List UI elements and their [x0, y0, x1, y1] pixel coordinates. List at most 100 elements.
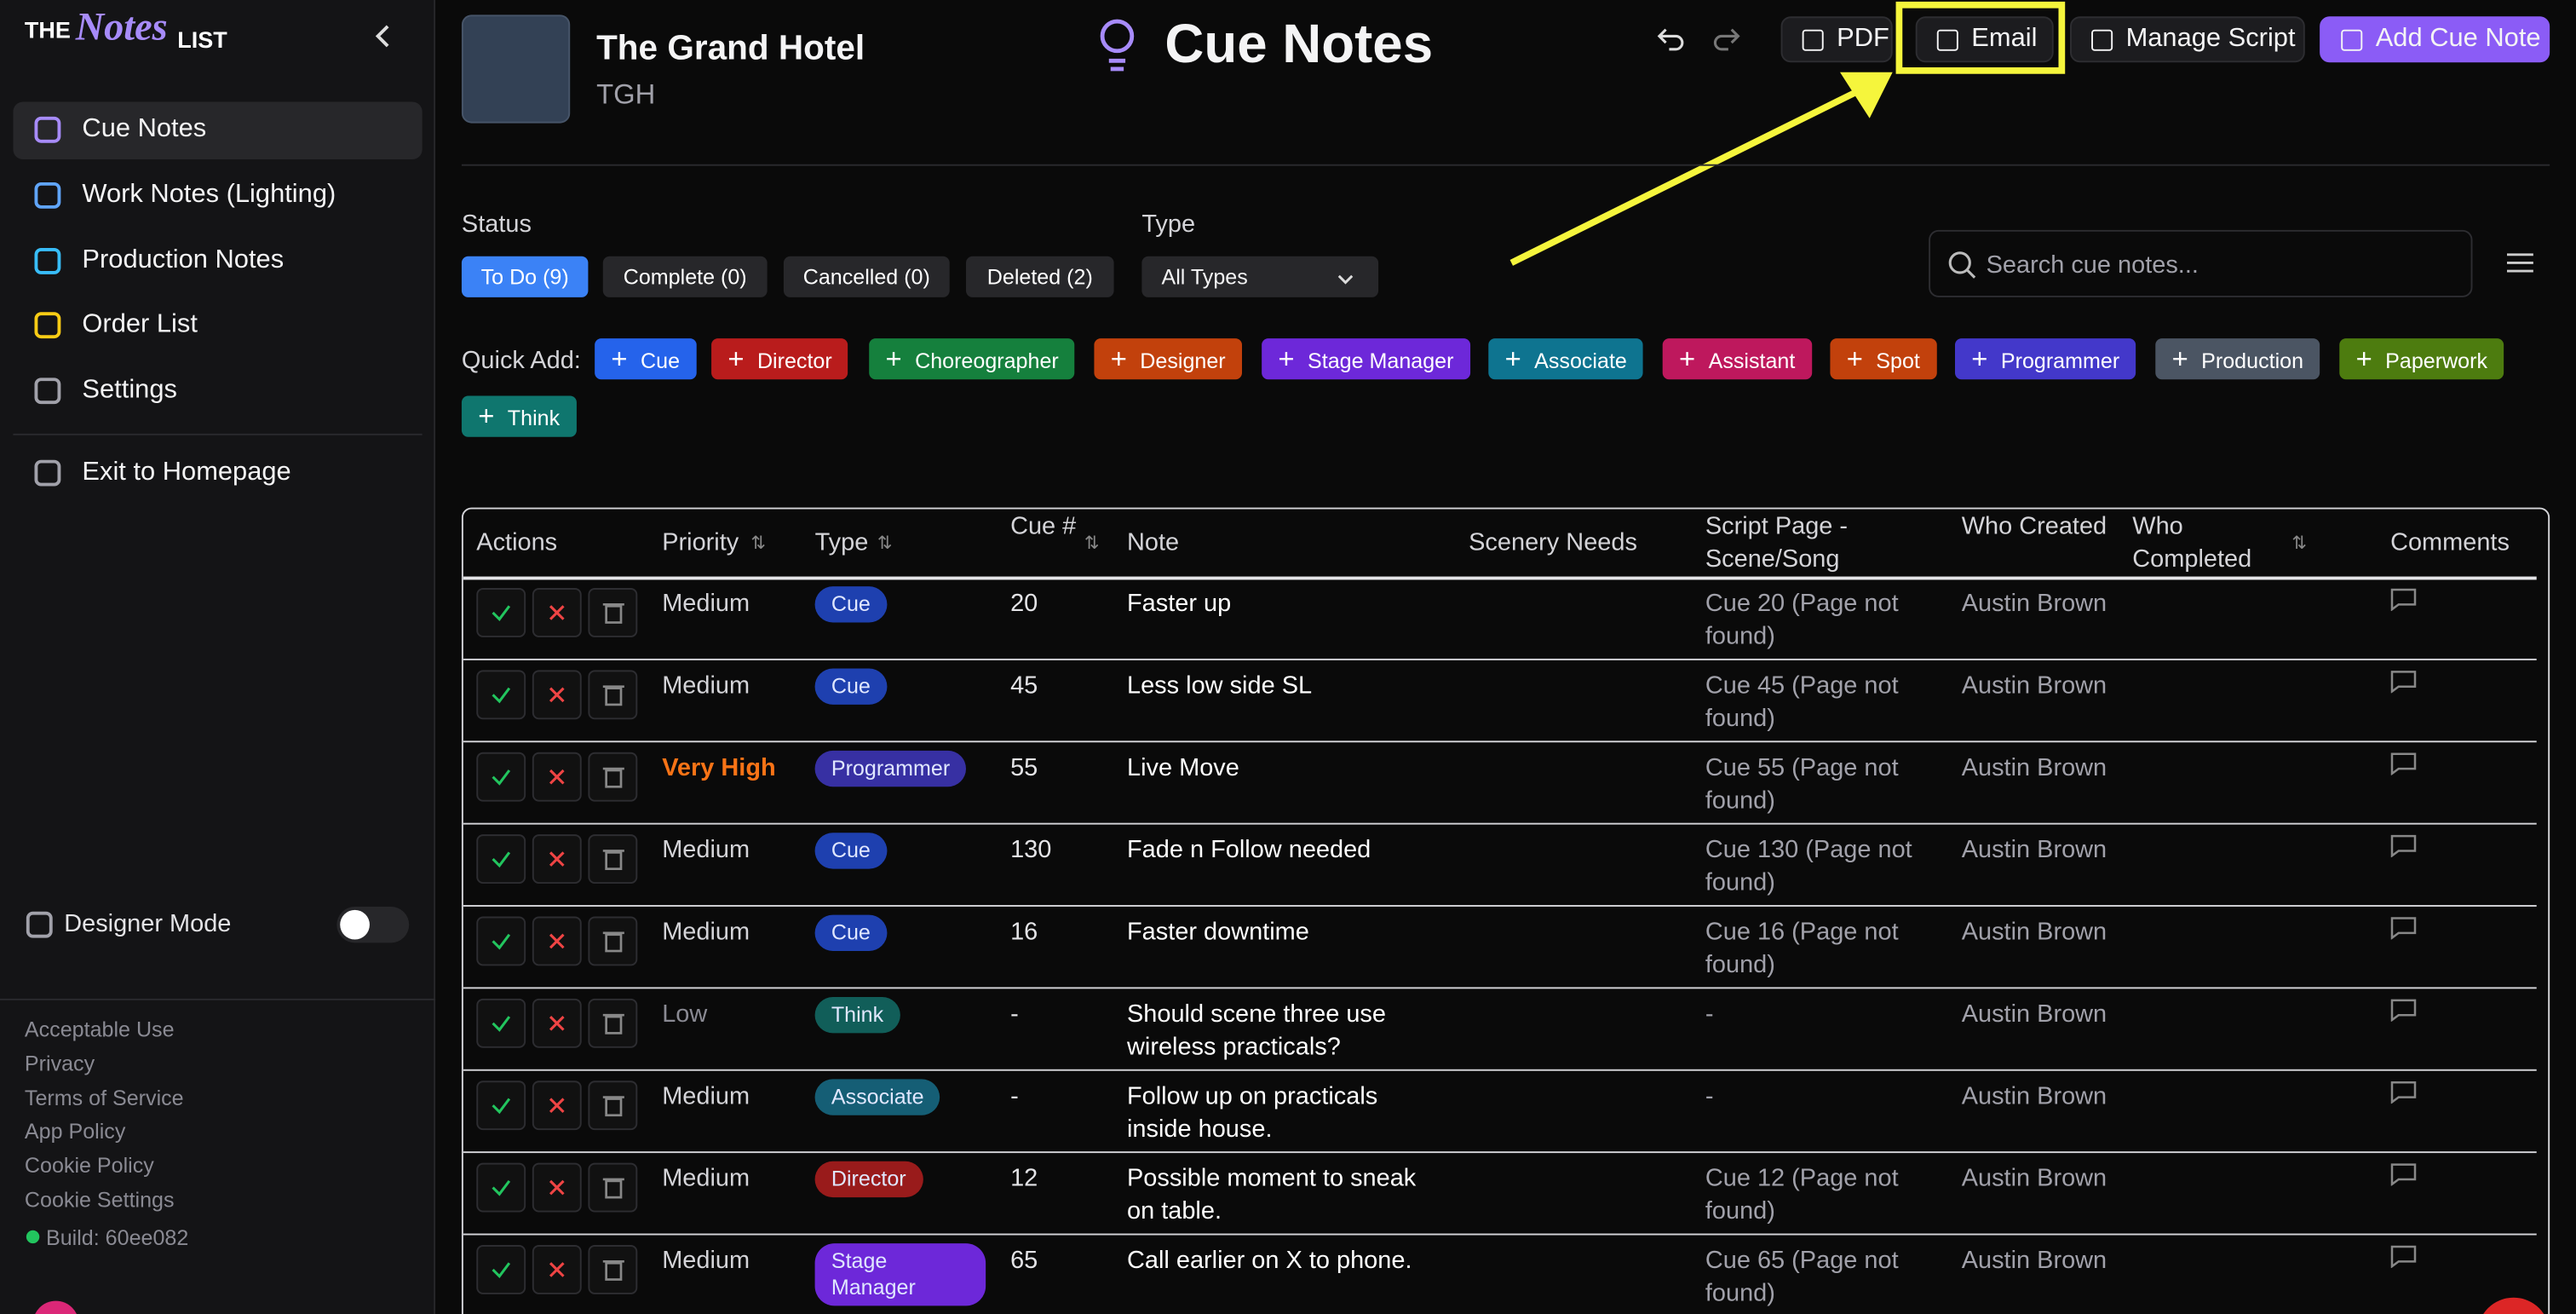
delete-button[interactable]	[588, 998, 638, 1048]
filter-settings[interactable]	[2505, 250, 2535, 276]
sort-icon: ⇅	[750, 533, 767, 554]
nav-item[interactable]: Cue Notes	[13, 101, 423, 159]
quick-add-button[interactable]: + Spot	[1830, 338, 1937, 380]
cancel-button[interactable]	[532, 752, 582, 802]
complete-button[interactable]	[476, 1162, 526, 1213]
quick-add-button[interactable]: + Paperwork	[2339, 338, 2504, 380]
complete-button[interactable]	[476, 1081, 526, 1131]
comment-button[interactable]	[2390, 588, 2417, 612]
quick-add-button[interactable]: + Think	[461, 395, 577, 437]
complete-button[interactable]	[476, 670, 526, 720]
comment-button[interactable]	[2390, 670, 2417, 694]
type-select[interactable]: All Types	[1141, 256, 1379, 297]
delete-button[interactable]	[588, 834, 638, 884]
note: Follow up on practicals inside house.	[1126, 1082, 1378, 1144]
search-input[interactable]: Search cue notes...	[1929, 229, 2473, 297]
header-button[interactable]: Email	[1915, 16, 2054, 63]
header-button[interactable]: Add Cue Note	[2320, 16, 2550, 63]
delete-button[interactable]	[588, 1245, 638, 1294]
complete-button[interactable]	[476, 588, 526, 637]
logo-list: LIST	[177, 26, 227, 53]
complete-button[interactable]	[476, 998, 526, 1048]
footer-link[interactable]: Privacy	[24, 1051, 95, 1076]
priority: Medium	[662, 1082, 750, 1110]
note: Faster downtime	[1126, 918, 1309, 947]
footer-link[interactable]: Cookie Policy	[24, 1153, 154, 1179]
delete-button[interactable]	[588, 1081, 638, 1131]
button-label: Manage Script	[2125, 24, 2296, 53]
nav-label: Work Notes (Lighting)	[82, 181, 336, 209]
header-button[interactable]: PDF	[1780, 16, 1893, 63]
note: Should scene three use wireless practica…	[1126, 1000, 1386, 1062]
cancel-button[interactable]	[532, 916, 582, 966]
footer-link[interactable]: Acceptable Use	[24, 1017, 175, 1042]
quick-add-button[interactable]: + Production	[2155, 338, 2320, 380]
footer-link[interactable]: App Policy	[24, 1119, 126, 1144]
delete-button[interactable]	[588, 752, 638, 802]
complete-button[interactable]	[476, 1245, 526, 1294]
sort-icon: ⇅	[1084, 533, 1100, 554]
quick-add-button[interactable]: + Associate	[1488, 338, 1644, 380]
nav-item[interactable]: Production Notes	[13, 233, 422, 291]
nav-item[interactable]: Order List	[13, 297, 422, 354]
collapse-button[interactable]	[371, 20, 394, 53]
redo-button[interactable]	[1712, 23, 1742, 53]
nav-item[interactable]: Work Notes (Lighting)	[13, 168, 422, 225]
status-filter[interactable]: Cancelled (0)	[783, 256, 950, 297]
cue-number: 45	[1010, 671, 1038, 700]
who-created: Austin Brown	[1961, 1000, 2107, 1029]
quick-add-button[interactable]: + Cue	[595, 338, 697, 380]
comment-button[interactable]	[2390, 752, 2417, 776]
quick-add-button[interactable]: + Stage Manager	[1262, 338, 1470, 380]
fab[interactable]	[2477, 1297, 2550, 1314]
status-filter[interactable]: Complete (0)	[602, 256, 768, 297]
note: Call earlier on X to phone.	[1126, 1246, 1412, 1275]
page-title: Cue Notes	[1164, 13, 1434, 74]
who-created: Austin Brown	[1961, 836, 2107, 864]
complete-button[interactable]	[476, 834, 526, 884]
cue-number: 55	[1010, 753, 1038, 782]
comment-button[interactable]	[2390, 999, 2417, 1023]
header-button[interactable]: Manage Script	[2069, 16, 2305, 63]
column-header: Note	[1126, 528, 1180, 557]
quick-add-button[interactable]: + Designer	[1094, 338, 1242, 380]
delete-button[interactable]	[588, 1162, 638, 1213]
quick-add-button[interactable]: + Assistant	[1662, 338, 1812, 380]
delete-button[interactable]	[588, 916, 638, 966]
type-pill: Cue	[814, 833, 888, 869]
cancel-button[interactable]	[532, 834, 582, 884]
delete-button[interactable]	[588, 670, 638, 720]
script-page: -	[1705, 1000, 1714, 1029]
comment-button[interactable]	[2390, 1081, 2417, 1104]
cancel-button[interactable]	[532, 1162, 582, 1213]
quick-add-button[interactable]: + Programmer	[1954, 338, 2136, 380]
quick-add-button[interactable]: + Choreographer	[869, 338, 1076, 380]
cancel-button[interactable]	[532, 998, 582, 1048]
nav-icon	[34, 312, 61, 339]
footer-link[interactable]: Terms of Service	[24, 1085, 184, 1110]
plus: +	[727, 343, 745, 375]
cancel-button[interactable]	[532, 1081, 582, 1131]
comment-button[interactable]	[2390, 1163, 2417, 1187]
comment-button[interactable]	[2390, 834, 2417, 858]
undo-button[interactable]	[1656, 23, 1686, 53]
complete-button[interactable]	[476, 916, 526, 966]
cancel-button[interactable]	[532, 670, 582, 720]
column-header: Who Completed	[2132, 512, 2252, 573]
delete-button[interactable]	[588, 588, 638, 637]
cue-number: 20	[1010, 589, 1038, 618]
exit-icon	[34, 459, 61, 487]
designer-toggle[interactable]	[336, 906, 410, 943]
status-filter[interactable]: Deleted (2)	[965, 256, 1114, 297]
complete-button[interactable]	[476, 752, 526, 802]
nav-item[interactable]: Settings	[13, 363, 422, 420]
status-filter[interactable]: To Do (9)	[461, 256, 589, 297]
footer-link[interactable]: Cookie Settings	[24, 1187, 175, 1213]
priority: Medium	[662, 671, 750, 700]
exit-link[interactable]: Exit to Homepage	[13, 445, 422, 502]
comment-button[interactable]	[2390, 1245, 2417, 1269]
cancel-button[interactable]	[532, 588, 582, 637]
quick-add-button[interactable]: + Director	[711, 338, 849, 380]
cancel-button[interactable]	[532, 1245, 582, 1294]
comment-button[interactable]	[2390, 917, 2417, 941]
